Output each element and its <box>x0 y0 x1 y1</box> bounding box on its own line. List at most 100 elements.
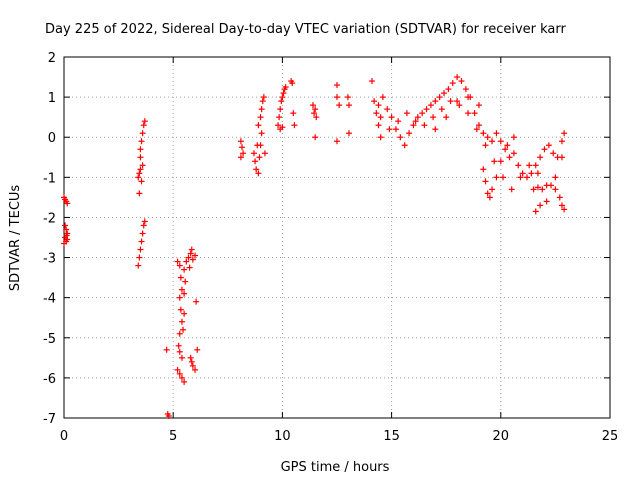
data-point <box>561 130 568 137</box>
data-point <box>484 190 491 197</box>
data-point <box>475 122 482 129</box>
data-point <box>371 98 378 105</box>
data-point <box>182 278 189 285</box>
data-point <box>375 102 382 109</box>
data-point <box>254 142 261 149</box>
data-point <box>510 150 517 157</box>
data-point <box>447 98 454 105</box>
data-point <box>334 138 340 145</box>
data-point <box>545 142 552 149</box>
data-point <box>255 122 262 129</box>
data-point <box>181 310 188 317</box>
data-point <box>258 106 265 113</box>
data-point <box>473 126 480 133</box>
data-point <box>534 170 541 177</box>
data-point <box>377 134 384 141</box>
data-point <box>552 186 559 193</box>
data-point <box>552 174 559 181</box>
data-point <box>178 286 185 293</box>
x-axis-label: GPS time / hours <box>281 460 390 475</box>
data-point <box>255 170 262 177</box>
data-point <box>137 246 144 253</box>
data-point <box>177 306 184 313</box>
data-point <box>138 178 145 185</box>
data-point <box>443 114 450 121</box>
data-point <box>397 134 404 141</box>
data-point <box>280 90 287 97</box>
data-point <box>556 194 563 201</box>
data-point <box>471 110 478 117</box>
data-point <box>237 138 244 145</box>
data-point <box>530 186 537 193</box>
data-point <box>140 122 147 129</box>
data-point <box>334 94 340 101</box>
data-point <box>423 106 430 113</box>
data-point <box>181 290 188 297</box>
data-point <box>334 82 340 89</box>
data-point <box>312 134 319 141</box>
x-tick-label: 20 <box>493 429 510 444</box>
data-point <box>185 254 192 261</box>
data-point <box>504 142 511 149</box>
data-point <box>137 154 144 161</box>
data-point <box>312 106 319 113</box>
data-point <box>282 84 289 91</box>
data-point <box>261 150 268 157</box>
data-point <box>240 150 247 157</box>
data-point <box>137 166 144 173</box>
data-point <box>175 342 182 349</box>
data-point <box>346 130 353 137</box>
data-point <box>548 182 555 189</box>
data-point <box>493 174 500 181</box>
data-point <box>260 94 267 101</box>
data-point <box>276 114 283 121</box>
data-point <box>177 274 184 281</box>
axis-ticks <box>63 56 611 419</box>
data-point <box>558 154 565 161</box>
data-point <box>524 174 531 181</box>
data-point <box>183 258 190 265</box>
data-point <box>395 118 402 125</box>
data-point <box>189 256 196 263</box>
data-point <box>537 202 544 209</box>
data-point <box>406 130 413 137</box>
data-point <box>497 138 504 145</box>
data-point <box>176 294 183 301</box>
data-point <box>465 94 472 101</box>
data-point <box>484 134 491 141</box>
y-tick-label: -7 <box>43 412 56 427</box>
data-point <box>454 74 461 81</box>
data-point <box>176 330 183 337</box>
data-point <box>558 138 565 145</box>
x-tick-label: 5 <box>169 429 177 444</box>
data-point <box>174 258 181 265</box>
data-point <box>392 126 399 133</box>
data-point <box>373 110 380 117</box>
data-point <box>140 222 147 229</box>
data-point <box>412 118 419 125</box>
data-point <box>180 326 187 333</box>
data-point <box>238 144 245 151</box>
data-point <box>532 208 539 215</box>
data-point <box>64 200 71 207</box>
y-tick-label: 0 <box>48 131 56 146</box>
data-point <box>517 174 524 181</box>
data-point <box>465 110 472 117</box>
data-point <box>181 378 188 385</box>
data-point <box>430 114 437 121</box>
data-point <box>165 412 172 419</box>
x-tick-label: 10 <box>274 429 291 444</box>
data-point <box>432 126 439 133</box>
data-point <box>194 346 201 353</box>
data-point <box>558 202 565 209</box>
data-point <box>135 262 142 269</box>
data-point <box>344 94 351 101</box>
data-point <box>141 118 148 125</box>
data-point <box>62 222 69 229</box>
data-point <box>137 146 144 153</box>
data-point <box>277 106 284 113</box>
data-point <box>489 186 496 193</box>
data-point <box>368 78 375 85</box>
x-tick-label: 25 <box>602 429 619 444</box>
